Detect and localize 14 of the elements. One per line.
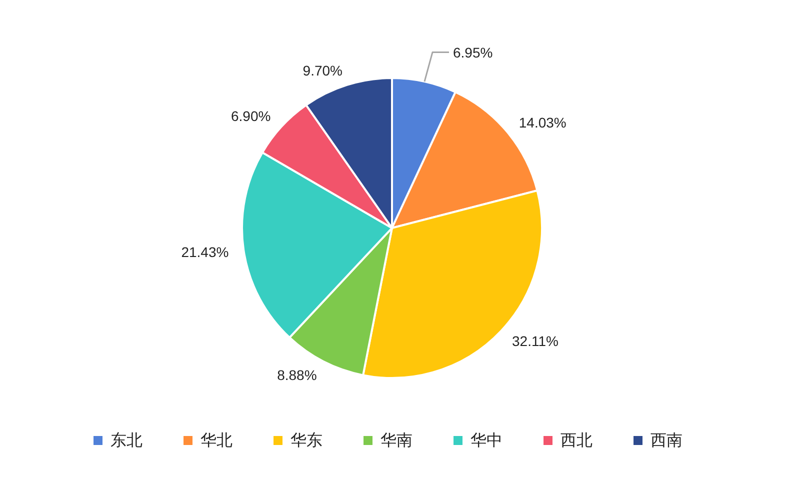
data-label: 21.43% [181, 244, 229, 260]
data-label: 32.11% [512, 333, 558, 350]
legend-label: 华东 [290, 432, 322, 450]
data-label: 9.70% [302, 62, 342, 79]
data-label: 6.90% [230, 108, 271, 124]
legend-label: 西南 [650, 432, 682, 450]
data-label: 14.03% [518, 114, 566, 130]
data-label: 6.95% [453, 44, 493, 60]
data-label: 8.88% [277, 366, 317, 383]
legend-label: 华北 [200, 432, 232, 450]
legend-label: 东北 [110, 432, 142, 450]
legend-label: 华南 [380, 432, 412, 450]
legend-label: 华中 [470, 432, 502, 450]
legend-label: 西北 [560, 432, 592, 450]
